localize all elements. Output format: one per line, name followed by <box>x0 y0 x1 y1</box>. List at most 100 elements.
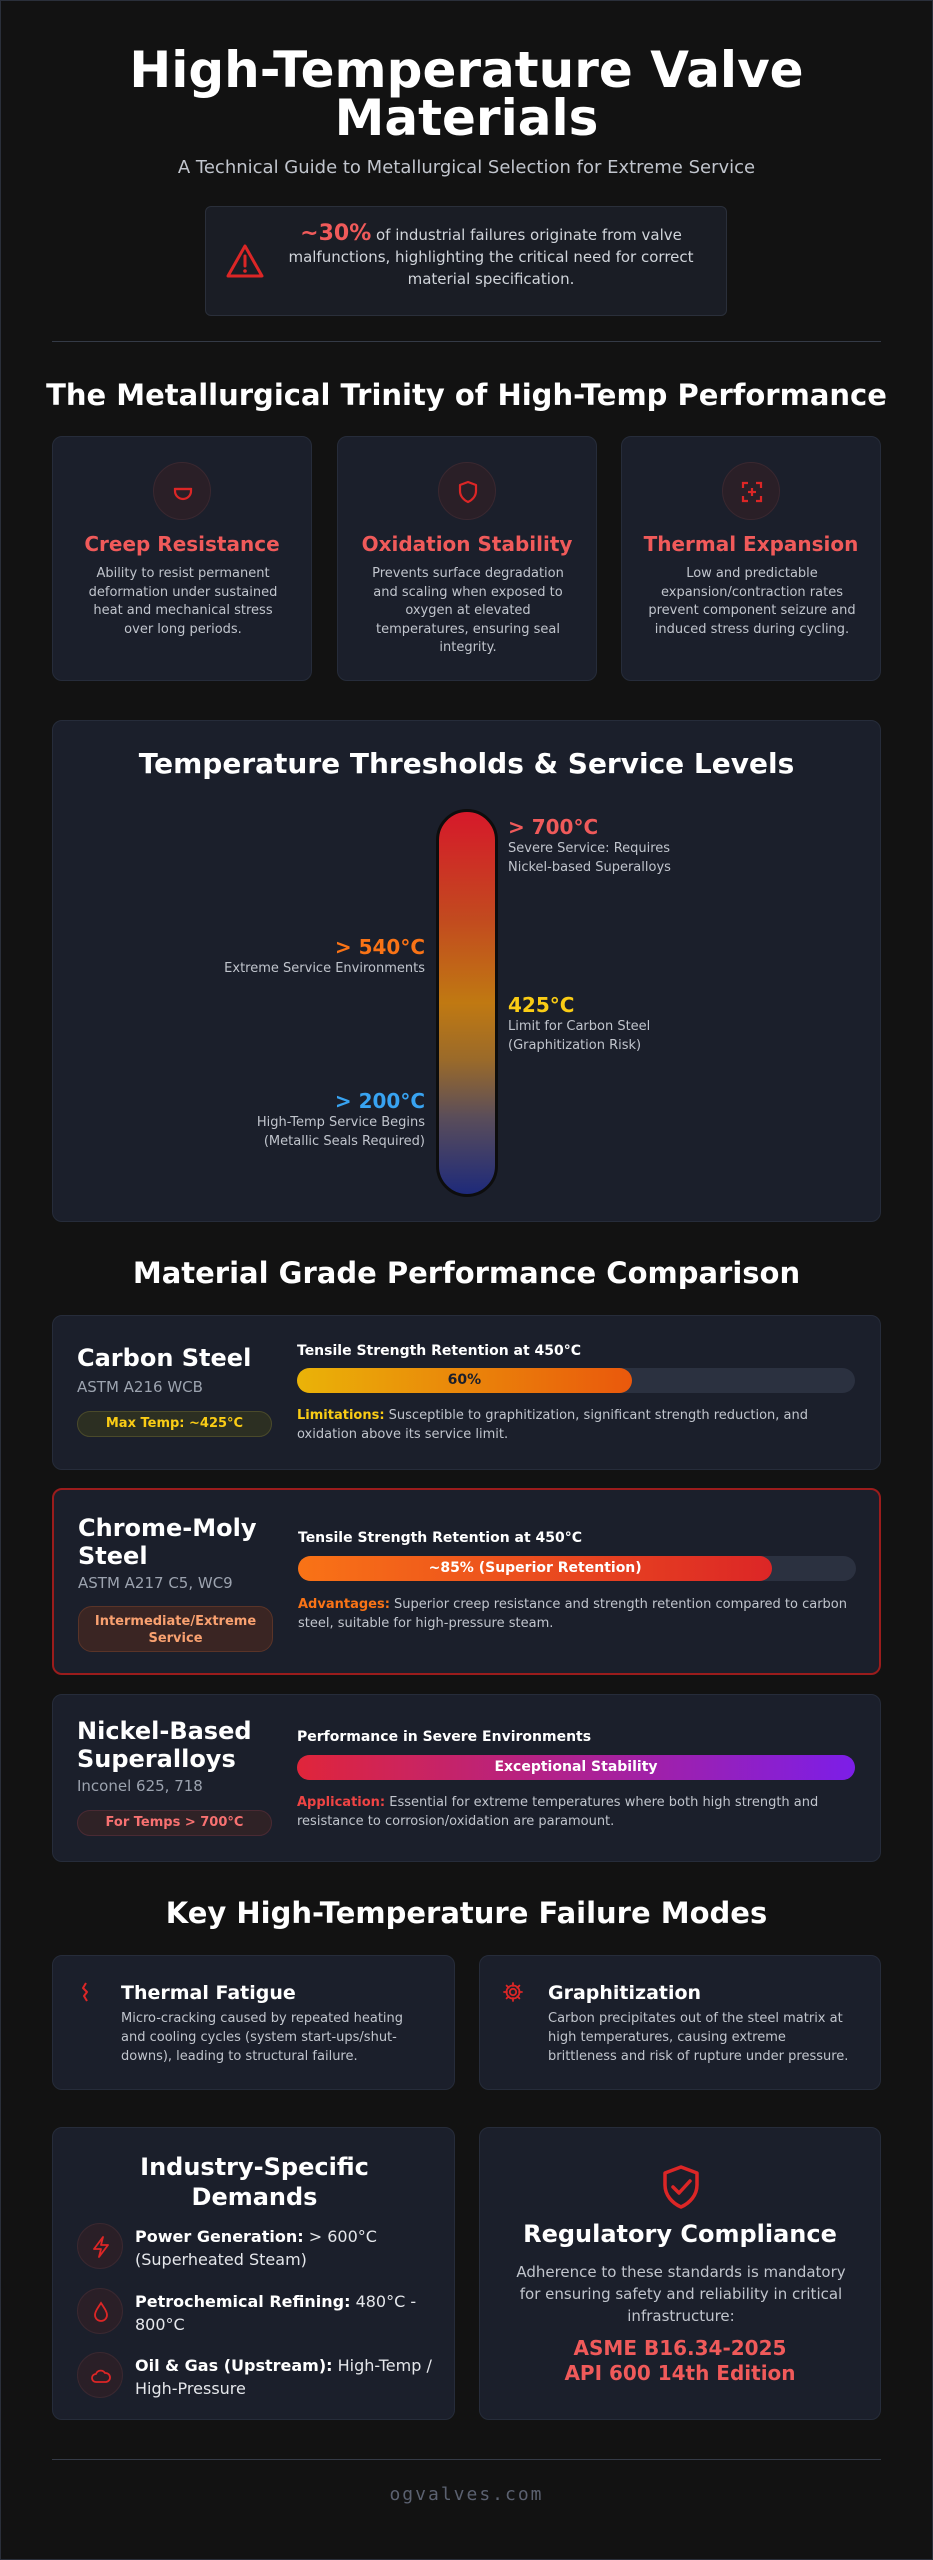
strength-bar: ~85% (Superior Retention) <box>298 1556 856 1581</box>
bolt-icon-badge <box>77 2223 123 2269</box>
failure-title: Thermal Fatigue <box>121 1982 296 2004</box>
note-label: Advantages: <box>298 1597 390 1612</box>
strength-bar-fill: 60% <box>297 1368 632 1393</box>
failure-desc: Micro-cracking caused by repeated heatin… <box>121 2011 404 2064</box>
level-value: 425°C <box>508 993 575 1017</box>
strength-bar: Exceptional Stability <box>297 1755 855 1780</box>
compliance-title: Regulatory Compliance <box>523 2220 837 2248</box>
industry-label: Petrochemical Refining: <box>135 2292 351 2311</box>
bolt-icon <box>93 2236 109 2258</box>
material-note: Application: Essential for extreme tempe… <box>297 1793 857 1831</box>
crack-icon <box>82 1982 88 2002</box>
level-desc: Limit for Carbon Steel <box>508 1019 651 1034</box>
material-spec: ASTM A216 WCB <box>77 1378 203 1396</box>
thresholds-title: Temperature Thresholds & Service Levels <box>138 747 795 780</box>
trinity-item-title: Thermal Expansion <box>643 532 859 556</box>
page-subtitle: A Technical Guide to Metallurgical Selec… <box>177 157 756 178</box>
note-text: Susceptible to graphitization, significa… <box>297 1408 809 1442</box>
stat-callout: ~30% of industrial failures originate fr… <box>205 206 727 316</box>
failure-desc: Carbon precipitates out of the steel mat… <box>548 2011 849 2064</box>
material-spec: ASTM A217 C5, WC9 <box>78 1574 233 1592</box>
stat-text: ~30% of industrial failures originate fr… <box>276 223 706 290</box>
industry-value: > 600°C (Superheated Steam) <box>135 2227 377 2269</box>
industry-title: Industry-Specific Demands <box>140 2153 369 2211</box>
standard-api: API 600 14th Edition <box>564 2361 796 2385</box>
material-temp-badge: For Temps > 700°C <box>77 1810 272 1836</box>
industry-text: Oil & Gas (Upstream): High-Temp / High-P… <box>135 2354 435 2400</box>
industry-card: Industry-Specific Demands Power Generati… <box>52 2127 455 2420</box>
material-name: Carbon Steel <box>77 1344 252 1372</box>
warning-icon <box>226 244 264 278</box>
level-value: > 700°C <box>508 815 599 839</box>
note-label: Application: <box>297 1795 386 1810</box>
level-425: 425°C Limit for Carbon Steel (Graphitiza… <box>508 993 650 1055</box>
expand-icon-badge <box>722 462 780 520</box>
gear-icon <box>503 1982 523 2002</box>
level-540: > 540°C Extreme Service Environments <box>224 935 425 978</box>
level-desc: (Graphitization Risk) <box>508 1038 642 1053</box>
material-note: Limitations: Susceptible to graphitizati… <box>297 1406 857 1444</box>
bar-title: Tensile Strength Retention at 450°C <box>298 1530 583 1546</box>
level-desc: Extreme Service Environments <box>224 961 425 976</box>
materials-title: Material Grade Performance Comparison <box>132 1256 801 1290</box>
divider <box>52 2459 881 2460</box>
material-spec: Inconel 625, 718 <box>77 1777 203 1795</box>
material-name: Chrome-Moly Steel <box>78 1514 257 1570</box>
compliance-desc: Adherence to these standards is mandator… <box>516 2263 846 2325</box>
failure-card-graphitization: Graphitization Carbon precipitates out o… <box>479 1955 881 2090</box>
material-temp-badge: Max Temp: ~425°C <box>77 1411 272 1437</box>
failure-title: Graphitization <box>548 1982 702 2004</box>
industry-text: Power Generation: > 600°C (Superheated S… <box>135 2225 435 2271</box>
trinity-card-expansion: Thermal Expansion Low and predictable ex… <box>621 436 881 681</box>
shield-check-icon <box>663 2165 699 2209</box>
note-text: Superior creep resistance and strength r… <box>298 1597 847 1631</box>
level-desc: Severe Service: Requires <box>508 841 671 856</box>
material-name: Nickel-Based Superalloys <box>77 1717 252 1773</box>
shield-icon-badge <box>438 462 496 520</box>
cloud-icon-badge <box>77 2352 123 2398</box>
material-temp-badge: Intermediate/Extreme Service <box>78 1606 273 1652</box>
level-value: > 540°C <box>334 935 425 959</box>
creep-icon <box>173 487 193 501</box>
industry-text: Petrochemical Refining: 480°C - 800°C <box>135 2290 435 2336</box>
industry-item-petrochemical: Petrochemical Refining: 480°C - 800°C <box>77 2288 437 2338</box>
level-desc: Nickel-based Superalloys <box>508 860 671 875</box>
material-card-chrome-moly: Chrome-Moly Steel ASTM A217 C5, WC9 Inte… <box>52 1488 881 1675</box>
thermometer-gauge <box>436 809 498 1197</box>
creep-icon-badge <box>153 462 211 520</box>
industry-value: 480°C - 800°C <box>135 2292 417 2334</box>
trinity-item-title: Creep Resistance <box>84 532 280 556</box>
trinity-card-creep: Creep Resistance Ability to resist perma… <box>52 436 312 681</box>
cloud-icon <box>91 2369 111 2383</box>
level-200: > 200°C High-Temp Service Begins (Metall… <box>257 1089 425 1151</box>
strength-bar-fill: Exceptional Stability <box>297 1755 855 1780</box>
trinity-item-desc: Prevents surface degradation and scaling… <box>372 566 564 655</box>
bar-title: Tensile Strength Retention at 450°C <box>297 1343 582 1359</box>
trinity-item-title: Oxidation Stability <box>361 532 573 556</box>
note-text: Essential for extreme temperatures where… <box>297 1795 819 1829</box>
industry-item-oil-gas: Oil & Gas (Upstream): High-Temp / High-P… <box>77 2352 437 2402</box>
material-card-carbon-steel: Carbon Steel ASTM A216 WCB Max Temp: ~42… <box>52 1315 881 1470</box>
standard-asme: ASME B16.34-2025 <box>573 2336 787 2360</box>
material-note: Advantages: Superior creep resistance an… <box>298 1595 858 1633</box>
note-label: Limitations: <box>297 1408 385 1423</box>
trinity-title: The Metallurgical Trinity of High-Temp P… <box>46 378 887 412</box>
industry-value: High-Temp / High-Pressure <box>135 2356 432 2398</box>
drop-icon <box>94 2301 108 2322</box>
material-card-nickel: Nickel-Based Superalloys Inconel 625, 71… <box>52 1694 881 1862</box>
page-title: High-Temperature Valve Materials <box>129 41 804 147</box>
divider <box>52 341 881 342</box>
footer-url: ogvalves.com <box>389 2484 544 2505</box>
trinity-item-desc: Low and predictable expansion/contractio… <box>648 566 856 637</box>
trinity-item-desc: Ability to resist permanent deformation … <box>88 566 278 637</box>
shield-icon <box>458 480 478 504</box>
compliance-card: Regulatory Compliance Adherence to these… <box>479 2127 881 2420</box>
thresholds-card: Temperature Thresholds & Service Levels … <box>52 720 881 1222</box>
level-desc: High-Temp Service Begins <box>256 1115 425 1130</box>
failures-title: Key High-Temperature Failure Modes <box>165 1896 768 1930</box>
level-value: > 200°C <box>334 1089 425 1113</box>
industry-item-power: Power Generation: > 600°C (Superheated S… <box>77 2223 437 2273</box>
trinity-card-oxidation: Oxidation Stability Prevents surface deg… <box>337 436 597 681</box>
strength-bar: 60% <box>297 1368 855 1393</box>
level-desc: (Metallic Seals Required) <box>263 1134 425 1149</box>
